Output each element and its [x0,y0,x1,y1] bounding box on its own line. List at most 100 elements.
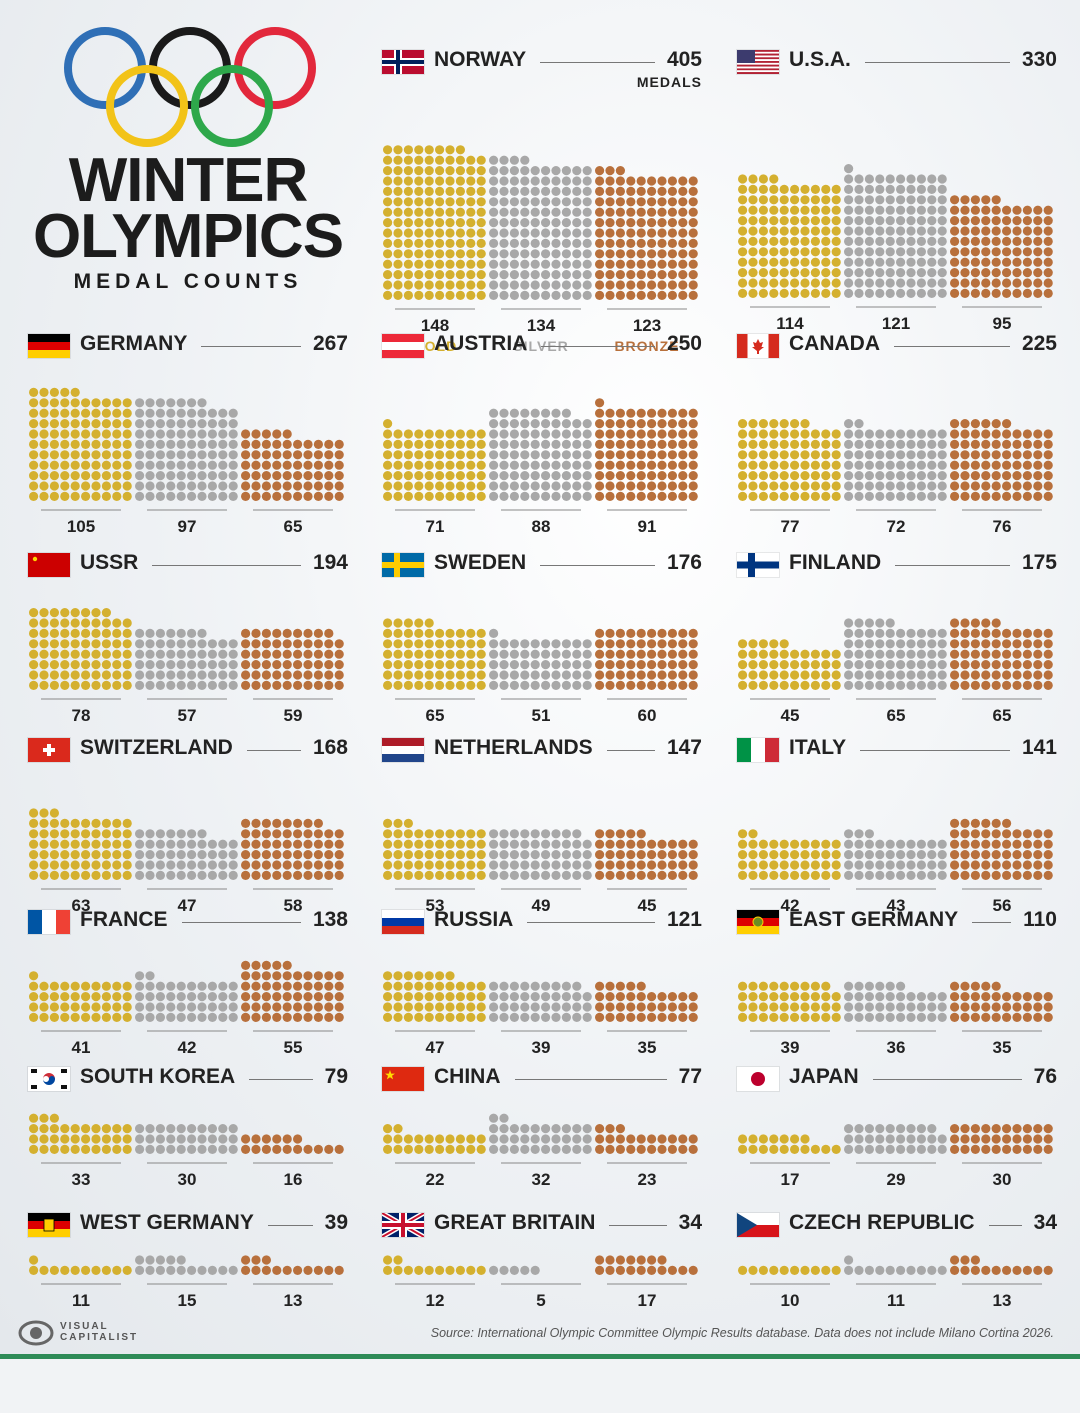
gold-medal-dot [769,205,779,215]
silver-medal-dot [896,278,906,288]
gold-medal-dot [29,808,39,818]
silver-medal-dot [520,228,530,238]
gold-medal-dot [769,491,779,501]
bronze-medal-dot [970,1265,980,1275]
silver-medal-dot [561,839,571,849]
silver-medal-dot [844,660,854,670]
gold-medal-dot [748,278,758,288]
gold-medal-dot [779,257,789,267]
silver-medal-dot [844,236,854,246]
gold-medal-dot [424,270,434,280]
gold-medal-dot [810,839,820,849]
gold-medal-dot [466,628,476,638]
total-medals: 110 [1023,908,1057,931]
gold-medal-dot [445,280,455,290]
silver-medal-dot [197,870,207,880]
bronze-value-label: 35 [638,1038,657,1057]
bronze-medal-dot [282,1265,292,1275]
gold-medal-dot [424,228,434,238]
gold-medal-dot [821,1144,831,1154]
gold-medal-dot [790,471,800,481]
silver-medal-dot [541,1124,551,1134]
bronze-medal-dot [1002,247,1012,257]
bronze-medal-dot [970,439,980,449]
gold-medal-dot [29,608,39,618]
gold-medal-dot [70,1265,80,1275]
silver-medal-dot [166,628,176,638]
gold-medal-dot [800,1144,810,1154]
gold-medal-dot [455,166,465,176]
gold-medal-dot [81,870,91,880]
gold-medal-dot [424,618,434,628]
silver-medal-dot [854,471,864,481]
gold-medal-dot [779,216,789,226]
gold-medal-dot [790,491,800,501]
silver-medal-dot [582,176,592,186]
bronze-medal-dot [1022,288,1032,298]
silver-medal-dot [520,829,530,839]
gold-medal-dot [476,218,486,228]
silver-medal-dot [135,971,145,981]
silver-medal-dot [854,184,864,194]
silver-medal-dot [187,439,197,449]
silver-medal-dot [885,618,895,628]
bronze-medal-dot [960,660,970,670]
bronze-medal-dot [1002,257,1012,267]
gold-medal-dot [424,471,434,481]
gold-medal-dot [810,850,820,860]
silver-medal-dot [207,491,217,501]
silver-medal-dot [885,1265,895,1275]
bronze-medal-dot [950,618,960,628]
gold-medal-dot [60,460,70,470]
bronze-medal-dot [667,218,677,228]
gold-medal-dot [81,1265,91,1275]
gold-medal-dot [455,249,465,259]
gold-value-label: 42 [781,896,800,915]
gold-medal-dot [779,660,789,670]
bronze-medal-dot [313,450,323,460]
bronze-medal-dot [595,1255,605,1265]
silver-medal-dot [844,247,854,257]
gold-medal-dot [748,981,758,991]
gold-value-label: 78 [72,706,91,725]
silver-medal-dot [572,270,582,280]
silver-medal-dot [885,205,895,215]
bronze-medal-dot [1043,850,1053,860]
gold-medal-dot [779,670,789,680]
bronze-medal-dot [647,628,657,638]
bronze-medal-dot [667,280,677,290]
silver-medal-dot [561,860,571,870]
gold-medal-dot [800,471,810,481]
gold-medal-dot [821,680,831,690]
silver-medal-dot [166,439,176,449]
gold-medal-dot [39,1012,49,1022]
bronze-medal-dot [251,439,261,449]
gold-medal-dot [476,628,486,638]
gold-medal-dot [800,670,810,680]
silver-medal-dot [207,649,217,659]
gold-medal-dot [414,670,424,680]
silver-medal-dot [937,1134,947,1144]
bronze-medal-dot [241,870,251,880]
bronze-medal-dot [241,670,251,680]
silver-medal-dot [228,439,238,449]
gold-medal-dot [414,1265,424,1275]
bronze-medal-dot [667,680,677,690]
gold-medal-dot [393,197,403,207]
gold-medal-dot [414,228,424,238]
gold-medal-dot [112,429,122,439]
total-medals: 168 [312,736,348,759]
gold-medal-dot [49,839,59,849]
bottom-accent-bar [0,1354,1080,1359]
silver-medal-dot [197,992,207,1002]
silver-medal-dot [176,639,186,649]
gold-medal-dot [403,166,413,176]
silver-medal-dot [572,1134,582,1144]
gold-medal-dot [779,439,789,449]
gold-medal-dot [748,839,758,849]
silver-medal-dot [572,981,582,991]
gold-medal-dot [476,660,486,670]
gold-medal-dot [91,1124,101,1134]
bronze-medal-dot [251,649,261,659]
bronze-medal-dot [657,1012,667,1022]
